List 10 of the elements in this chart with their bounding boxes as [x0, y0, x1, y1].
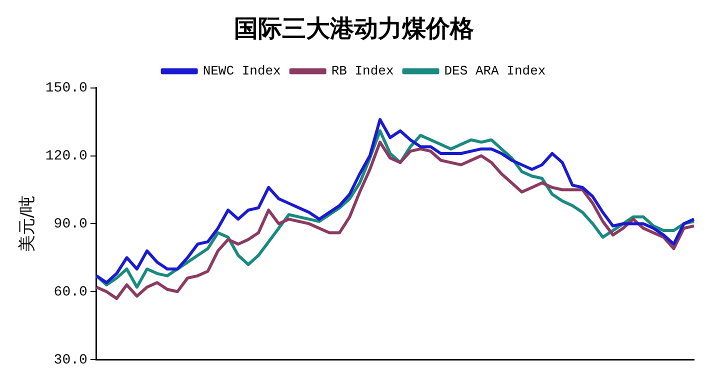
y-tick-label: 150.0 [45, 80, 88, 97]
y-tick-label: 30.0 [54, 352, 88, 368]
y-tick-label: 120.0 [45, 148, 88, 164]
legend-label: DES ARA Index [444, 64, 546, 79]
legend-label: RB Index [331, 64, 394, 79]
y-tick-label: 90.0 [54, 216, 88, 232]
y-tick-label: 60.0 [54, 284, 88, 300]
chart-title: 国际三大港动力煤价格 [234, 14, 475, 43]
legend-label: NEWC Index [202, 64, 282, 79]
y-axis-title: 美元/吨 [18, 195, 38, 252]
